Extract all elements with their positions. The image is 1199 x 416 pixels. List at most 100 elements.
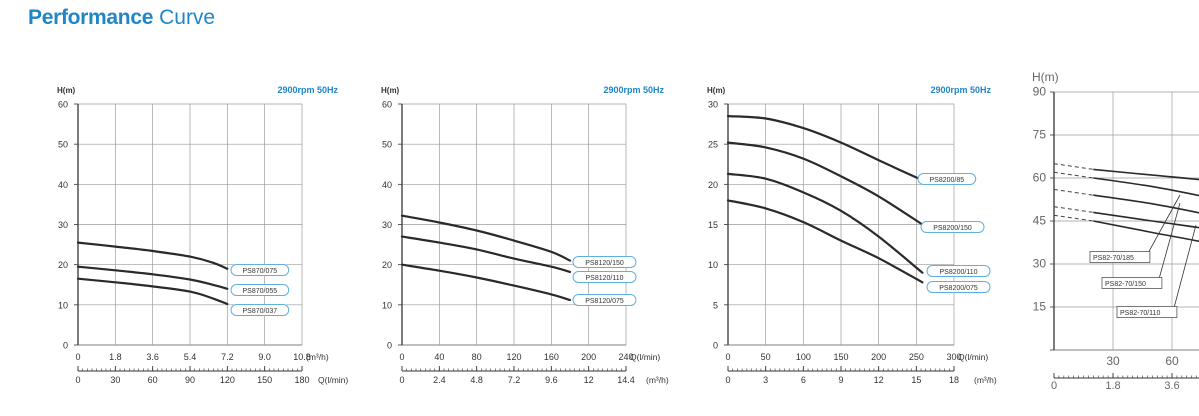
series-curve [726,199,924,284]
secondary-tick-label: 1.8 [1105,380,1120,392]
series-label-badge [572,271,637,283]
series-curve [1093,177,1199,197]
y-tick-label: 10 [382,300,392,310]
x-tick-label: 0 [725,352,730,362]
secondary-tick-label: 9.6 [545,375,558,385]
x-tick-label: 160 [544,352,559,362]
y-tick-label: 0 [63,341,68,351]
series-curve [400,235,572,273]
series-curve-dashed [1053,163,1094,170]
secondary-tick-label: 60 [148,375,158,385]
x-tick-label: 0 [399,352,404,362]
y-tick-label: 60 [382,100,392,110]
series-label: PS8200/075 [939,285,978,292]
series-label: PS8200/110 [939,269,977,276]
secondary-tick-label: 0 [1051,380,1057,392]
secondary-tick-label: 0 [399,375,404,385]
y-tick-label: 40 [58,180,68,190]
y-tick-label: 45 [1033,214,1047,228]
title-rest: Curve [159,6,216,29]
leader-line [1157,202,1181,284]
x-tick-label: 60 [1165,354,1179,368]
x-axis-label: (m³/h) [306,352,329,362]
secondary-tick-label: 6 [801,375,806,385]
series-label: PS870/037 [243,308,278,315]
x-tick-label: 3.6 [146,352,159,362]
y-tick-label: 20 [58,260,68,270]
secondary-axis-label: (m³/h) [974,375,997,385]
y-tick-label: 60 [1033,171,1047,185]
series-label-badge [917,173,977,185]
series-curve [76,241,229,270]
x-tick-label: 80 [472,352,482,362]
y-tick-label: 50 [382,140,392,150]
series-curve [726,141,924,226]
leader-line [1145,194,1181,258]
secondary-tick-label: 12 [584,375,594,385]
series-label-badge [926,265,991,277]
series-label-box [1089,251,1151,263]
series-curve [1093,220,1199,243]
x-tick-label: 5.4 [184,352,197,362]
x-tick-label: 30 [1106,354,1120,368]
series-label-badge [572,256,637,268]
secondary-tick-label: 14.4 [617,375,635,385]
secondary-tick-label: 3.6 [1164,380,1179,392]
y-tick-label: 90 [1033,85,1047,99]
x-tick-label: 200 [581,352,596,362]
x-tick-label: 1.8 [109,352,122,362]
secondary-tick-label: 12 [874,375,884,385]
secondary-tick-label: 2.4 [433,375,446,385]
speed-label: 2900rpm 50Hz [277,85,338,95]
y-axis-label: H(m) [1032,70,1059,84]
title-bold: Performance [28,6,154,29]
series-label-box [1116,306,1178,318]
secondary-tick-label: 9 [838,375,843,385]
series-label: PS870/075 [243,268,278,275]
y-axis-label: H(m) [707,86,726,95]
series-label: PS82-70/110 [1120,310,1160,317]
series-curve [400,214,572,262]
y-tick-label: 60 [58,100,68,110]
series-label-badge [572,294,637,306]
series-label-badge [230,284,290,296]
secondary-axis-label: Q(l/min) [318,375,348,385]
y-tick-label: 30 [708,100,718,110]
x-tick-label: 10.8 [293,352,311,362]
series-label: PS8120/110 [585,275,623,282]
x-axis-label: Q(l/min) [630,352,660,362]
y-axis-label: H(m) [381,86,400,95]
series-curve-dashed [1053,206,1094,213]
secondary-tick-label: 90 [185,375,195,385]
secondary-tick-label: 150 [257,375,272,385]
y-tick-label: 30 [58,220,68,230]
y-tick-label: 20 [382,260,392,270]
x-tick-label: 120 [506,352,521,362]
series-curve-dashed [1053,214,1094,222]
y-axis-label: H(m) [57,86,76,95]
series-curve [76,277,229,306]
secondary-tick-label: 120 [220,375,235,385]
series-curve [400,263,572,302]
secondary-tick-label: 4.8 [470,375,483,385]
series-curve-dashed [1053,189,1094,196]
series-curve [726,172,924,274]
series-label: PS870/055 [243,288,278,295]
secondary-tick-label: 15 [911,375,921,385]
series-label: PS82-70/150 [1105,281,1146,288]
y-tick-label: 10 [708,260,718,270]
secondary-tick-label: 7.2 [508,375,521,385]
y-tick-label: 0 [713,341,718,351]
secondary-tick-label: 3 [763,375,768,385]
secondary-tick-label: 0 [725,375,730,385]
y-tick-label: 15 [708,220,718,230]
secondary-tick-label: 30 [110,375,120,385]
x-tick-label: 100 [796,352,811,362]
y-tick-label: 0 [387,341,392,351]
y-tick-label: 25 [708,140,718,150]
series-label: PS8120/150 [585,260,624,267]
